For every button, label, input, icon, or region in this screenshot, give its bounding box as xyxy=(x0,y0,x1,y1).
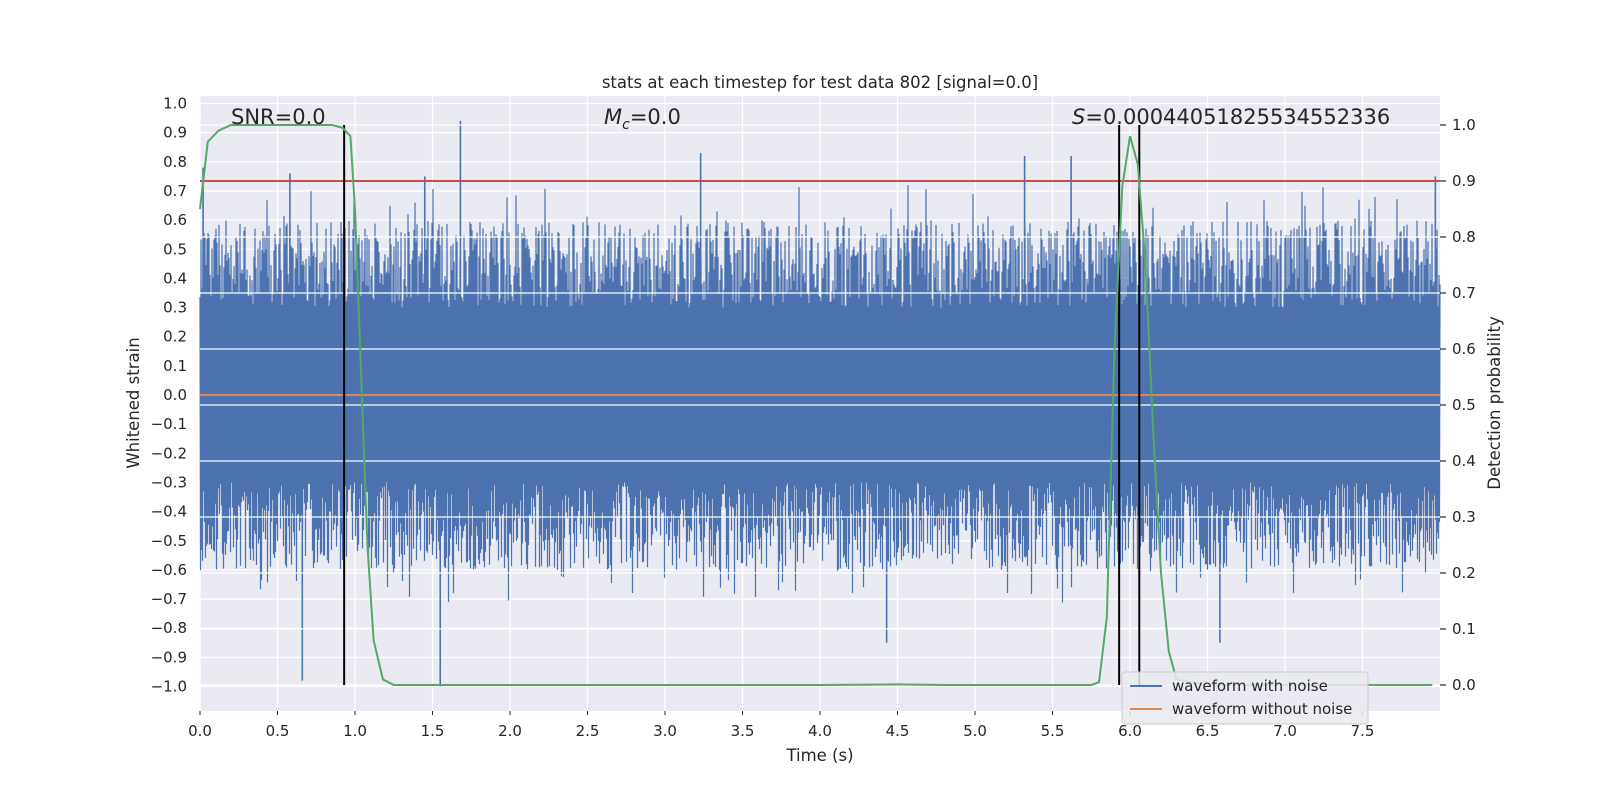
y-tick-label-left: −0.4 xyxy=(151,503,187,521)
y-tick-label-left: −0.3 xyxy=(151,473,187,491)
y-tick-label-right: 0.1 xyxy=(1452,620,1476,638)
y-tick-label-left: 0.6 xyxy=(163,211,187,229)
x-tick-label: 7.0 xyxy=(1273,722,1297,740)
y-tick-label-left: 1.0 xyxy=(163,95,187,113)
x-tick-label: 4.5 xyxy=(886,722,910,740)
chart-title: stats at each timestep for test data 802… xyxy=(602,73,1038,92)
y-tick-label-left: 0.4 xyxy=(163,269,187,287)
overlay xyxy=(199,124,1440,686)
y-tick-label-right: 0.9 xyxy=(1452,172,1476,190)
legend-entry: waveform without noise xyxy=(1172,700,1352,718)
y-tick-label-left: 0.0 xyxy=(163,386,187,404)
y-tick-label-right: 1.0 xyxy=(1452,116,1476,134)
score-value: =0.00044051825534552336 xyxy=(1085,105,1390,129)
axes: 0.0 0.5 1.0 1.5 2.0 2.5 3.0 3.5 4.0 4.5 5.0 5.5 6.0 6… xyxy=(151,95,1476,741)
legend-entry: waveform with noise xyxy=(1172,677,1328,695)
x-tick-label: 3.5 xyxy=(731,722,755,740)
y-tick-label-left: 0.1 xyxy=(163,357,187,375)
y-tick-label-left: 0.2 xyxy=(163,328,187,346)
x-tick-label: 0.5 xyxy=(266,722,290,740)
y-tick-label-left: −0.8 xyxy=(151,619,187,637)
score-annotation: S=0.00044051825534552336 xyxy=(1072,105,1390,129)
score-symbol: S xyxy=(1072,105,1085,129)
x-tick-label: 6.5 xyxy=(1196,722,1220,740)
series-waveform-with-noise xyxy=(199,120,1441,687)
y-tick-label-right: 0.5 xyxy=(1452,396,1476,414)
y-tick-label-left: −0.6 xyxy=(151,561,187,579)
y-tick-label-left: 0.5 xyxy=(163,240,187,258)
y-tick-label-left: −0.7 xyxy=(151,590,187,608)
x-tick-label: 1.5 xyxy=(421,722,445,740)
y-tick-label-left: 0.8 xyxy=(163,153,187,171)
x-axis-label: Time (s) xyxy=(785,746,853,765)
y-tick-label-left: 0.7 xyxy=(163,182,187,200)
chirp-mass-subscript: c xyxy=(622,117,630,133)
chirp-mass-symbol: M xyxy=(604,105,622,129)
y-tick-label-left: −0.2 xyxy=(151,444,187,462)
x-tick-label: 0.0 xyxy=(188,722,212,740)
y-tick-label-right: 0.7 xyxy=(1452,284,1476,302)
y-tick-label-left: −0.1 xyxy=(151,415,187,433)
chirp-mass-annotation: Mc=0.0 xyxy=(604,105,681,133)
snr-annotation: SNR=0.0 xyxy=(231,105,326,129)
y-tick-label-right: 0.2 xyxy=(1452,564,1476,582)
y-tick-label-left: −0.5 xyxy=(151,532,187,550)
y-tick-label-right: 0.4 xyxy=(1452,452,1476,470)
y-tick-label-left: −0.9 xyxy=(151,648,187,666)
y-tick-label-right: 0.0 xyxy=(1452,676,1476,694)
y-tick-label-left: 0.3 xyxy=(163,299,187,317)
y-tick-label-left: −1.0 xyxy=(151,678,187,696)
y-axis-label-left: Whitened strain xyxy=(124,337,143,468)
x-tick-label: 3.0 xyxy=(653,722,677,740)
y-tick-label-right: 0.6 xyxy=(1452,340,1476,358)
x-tick-label: 6.0 xyxy=(1118,722,1142,740)
x-tick-label: 1.0 xyxy=(343,722,367,740)
x-tick-label: 4.0 xyxy=(808,722,832,740)
x-tick-label: 7.5 xyxy=(1351,722,1375,740)
series-detection-probability xyxy=(199,124,1433,686)
y-tick-label-right: 0.8 xyxy=(1452,228,1476,246)
noise-trace xyxy=(199,185,1441,603)
x-tick-label: 2.5 xyxy=(576,722,600,740)
legend: waveform with noise waveform without nois… xyxy=(1121,671,1369,725)
y-tick-label-right: 0.3 xyxy=(1452,508,1476,526)
x-tick-label: 2.0 xyxy=(498,722,522,740)
x-tick-label: 5.5 xyxy=(1041,722,1065,740)
legend-box xyxy=(1121,671,1369,725)
y-tick-label-left: 0.9 xyxy=(163,124,187,142)
y-axis-label-right: Detection probability xyxy=(1485,316,1504,490)
chirp-mass-value: =0.0 xyxy=(630,105,681,129)
x-tick-label: 5.0 xyxy=(963,722,987,740)
